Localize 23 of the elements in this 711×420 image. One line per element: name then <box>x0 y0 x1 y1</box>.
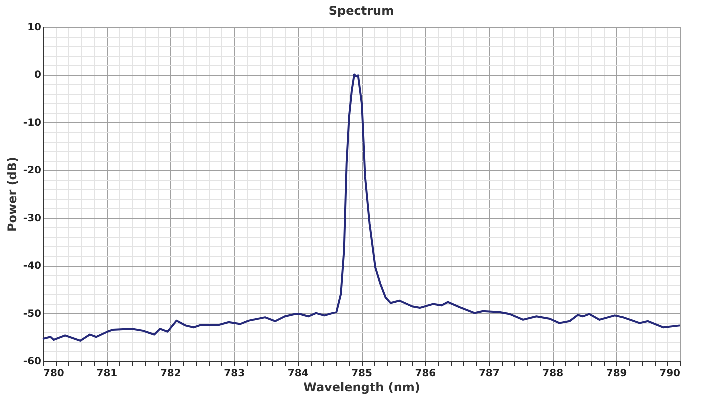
x-tick-label: 790 <box>660 368 681 380</box>
y-tick-label: -60 <box>23 356 42 368</box>
x-tick-label: 787 <box>478 368 500 380</box>
x-tick-label: 789 <box>606 368 628 380</box>
x-tick-label: 782 <box>160 368 182 380</box>
chart-title: Spectrum <box>328 4 394 18</box>
y-tick-label: -50 <box>23 308 42 320</box>
y-tick-label: -40 <box>23 261 42 272</box>
x-tick-label: 780 <box>44 368 64 380</box>
x-tick-label: 784 <box>288 368 309 380</box>
x-tick-label: 781 <box>96 368 118 380</box>
x-tick-label: 785 <box>352 368 372 380</box>
y-axis-title: Power (dB) <box>5 156 20 232</box>
x-axis-title: Wavelength (nm) <box>304 380 420 394</box>
line-series <box>42 74 681 342</box>
x-tick-label: 788 <box>542 368 564 380</box>
x-tick-label: 783 <box>224 368 246 380</box>
x-tick-label: 786 <box>415 368 436 380</box>
y-tick-label: -30 <box>23 213 42 224</box>
y-tick-label: -20 <box>23 166 42 177</box>
y-tick-label: -10 <box>23 118 42 129</box>
y-tick-label: 10 <box>28 22 42 34</box>
y-tick-label: 0 <box>34 70 42 82</box>
